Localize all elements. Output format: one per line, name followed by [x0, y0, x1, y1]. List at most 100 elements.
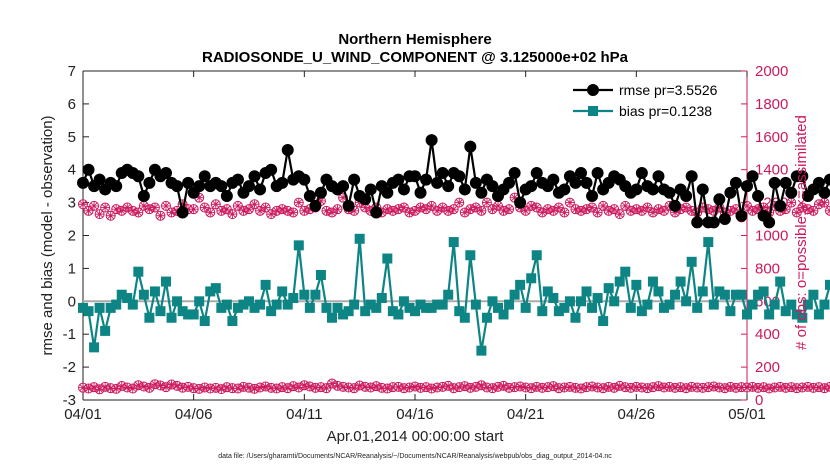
rmse-point	[581, 177, 592, 188]
bias-point	[704, 238, 713, 247]
possible-obs-point	[820, 198, 829, 207]
rmse-point	[570, 177, 581, 188]
y-tick-label: 5	[68, 129, 76, 146]
y-axis-right-label: # of obs: o=possible; ×=assimilated	[793, 115, 810, 350]
assimilated-obs-point	[826, 382, 830, 391]
rmse-point	[398, 184, 409, 195]
rmse-point	[177, 207, 188, 218]
bias-point	[610, 297, 619, 306]
possible-obs-point	[206, 208, 215, 217]
possible-obs-point	[632, 205, 641, 214]
rmse-point	[138, 191, 149, 202]
bias-point	[150, 287, 159, 296]
rmse-point	[509, 167, 520, 178]
possible-obs-point	[217, 206, 226, 215]
rmse-point	[531, 167, 542, 178]
x-tick-label: 04/06	[175, 406, 213, 423]
possible-obs-point	[571, 205, 580, 214]
rmse-point	[315, 187, 326, 198]
possible-obs-point	[294, 198, 303, 207]
assimilated-obs-point	[471, 382, 480, 391]
bias-point	[300, 290, 309, 299]
rmse-point	[371, 207, 382, 218]
rmse-point	[631, 184, 642, 195]
rmse-point	[432, 177, 443, 188]
bias-point	[532, 251, 541, 260]
bias-point	[90, 343, 99, 352]
bias-point	[95, 303, 104, 312]
y-right-tick-label: 1800	[755, 96, 788, 113]
possible-obs-point	[466, 205, 475, 214]
bias-point	[765, 310, 774, 319]
y-tick-label: 1	[68, 260, 76, 277]
possible-obs-point	[128, 206, 137, 215]
possible-obs-point	[167, 208, 176, 217]
bias-point	[593, 294, 602, 303]
rmse-point	[277, 177, 288, 188]
bias-point	[84, 307, 93, 316]
rmse-point	[266, 164, 277, 175]
bias-point	[145, 313, 154, 322]
bias-point	[626, 303, 635, 312]
bias-point	[565, 297, 574, 306]
y-tick-label: -1	[63, 326, 76, 343]
rmse-point	[249, 171, 260, 182]
bias-point	[820, 300, 829, 309]
bias-point	[737, 290, 746, 299]
bias-point	[466, 251, 475, 260]
y-axis-label: rmse and bias (model - observation)	[39, 115, 56, 355]
rmse-point	[437, 167, 448, 178]
bias-point	[615, 277, 624, 286]
possible-obs-point	[278, 205, 287, 214]
rmse-point	[282, 144, 293, 155]
rmse-point	[111, 181, 122, 192]
bias-point	[682, 297, 691, 306]
bias-point	[256, 300, 265, 309]
possible-obs-point	[577, 206, 586, 215]
rmse-point	[769, 177, 780, 188]
rmse-point	[753, 191, 764, 202]
rmse-point	[304, 191, 315, 202]
y-tick-label: -3	[63, 392, 76, 409]
assimilated-obs-point	[156, 381, 165, 390]
bias-point	[582, 287, 591, 296]
bias-point	[189, 310, 198, 319]
bias-point	[770, 300, 779, 309]
possible-obs-point	[283, 206, 292, 215]
bias-point	[521, 303, 530, 312]
rmse-point	[183, 177, 194, 188]
y-right-tick-label: 1600	[755, 129, 788, 146]
rmse-point	[730, 177, 741, 188]
rmse-point	[725, 187, 736, 198]
bias-point	[471, 300, 480, 309]
rmse-point	[421, 174, 432, 185]
rmse-point	[780, 177, 791, 188]
rmse-point	[708, 217, 719, 228]
rmse-point	[714, 194, 725, 205]
bias-point	[173, 297, 182, 306]
possible-obs-point	[543, 205, 552, 214]
rmse-point	[299, 174, 310, 185]
possible-obs-point	[582, 205, 591, 214]
rmse-point	[194, 181, 205, 192]
bias-point	[748, 300, 757, 309]
bias-point	[305, 303, 314, 312]
legend-label: bias pr=0.1238	[619, 103, 712, 119]
x-axis-label: Apr.01,2014 00:00:00 start	[327, 428, 505, 445]
rmse-point	[719, 214, 730, 225]
rmse-point	[819, 187, 830, 198]
bias-point	[743, 310, 752, 319]
possible-obs-point	[156, 211, 165, 220]
rmse-point	[487, 181, 498, 192]
rmse-point	[697, 184, 708, 195]
rmse-point	[636, 167, 647, 178]
assimilated-obs-point	[322, 384, 331, 393]
x-tick-label: 04/11	[286, 406, 322, 423]
bias-point	[671, 290, 680, 299]
rmse-point	[686, 171, 697, 182]
bias-point	[577, 297, 586, 306]
rmse-point	[587, 191, 598, 202]
bias-point	[222, 300, 231, 309]
y-right-tick-label: 800	[755, 260, 780, 277]
